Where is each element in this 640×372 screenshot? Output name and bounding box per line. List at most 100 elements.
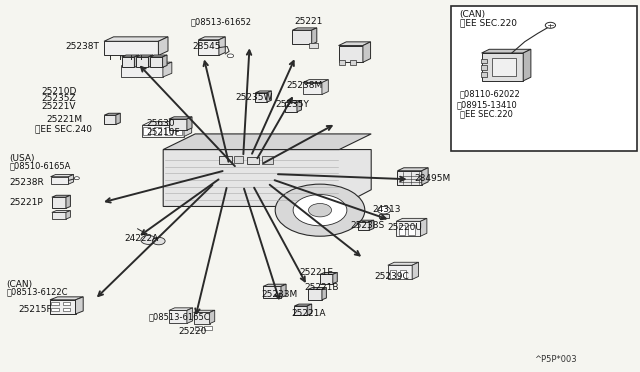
Text: 28495M: 28495M [415,174,451,183]
Polygon shape [285,101,301,103]
Bar [399,225,405,234]
Polygon shape [104,37,168,41]
Polygon shape [122,57,134,67]
Polygon shape [143,125,184,137]
Text: 25235Y: 25235Y [275,100,309,109]
Bar [408,225,415,234]
Polygon shape [150,57,163,67]
Circle shape [308,203,332,217]
Text: 25215F: 25215F [18,305,52,314]
Polygon shape [281,284,286,298]
Polygon shape [198,37,225,40]
Polygon shape [412,262,419,279]
Bar [204,326,212,330]
Polygon shape [104,41,159,55]
Circle shape [293,195,347,226]
Text: 25233M: 25233M [261,290,298,299]
Text: (USA): (USA) [10,154,35,163]
Text: ⓂEE SEC.220: ⓂEE SEC.220 [460,109,513,118]
Text: 25238M: 25238M [286,81,323,90]
Polygon shape [482,49,531,53]
Bar [143,127,150,135]
Bar [176,127,182,135]
Text: 25221M: 25221M [46,115,82,124]
Polygon shape [292,30,312,44]
Polygon shape [303,80,328,83]
Circle shape [152,237,165,245]
Polygon shape [285,103,297,112]
Text: 25210F: 25210F [146,128,180,137]
Polygon shape [52,212,66,219]
Polygon shape [134,55,139,67]
Polygon shape [136,55,153,57]
Polygon shape [148,55,153,67]
Polygon shape [388,262,419,265]
Polygon shape [159,37,168,55]
Text: ⓂEE SEC.220: ⓂEE SEC.220 [460,19,516,28]
Circle shape [378,206,390,214]
Polygon shape [294,304,312,306]
Polygon shape [104,113,120,115]
Polygon shape [297,101,301,112]
Text: 25238T: 25238T [65,42,99,51]
Text: 25220: 25220 [178,327,206,336]
Text: Ⓦ08915-13410: Ⓦ08915-13410 [457,100,518,109]
Polygon shape [51,177,68,184]
Bar [309,42,319,48]
Polygon shape [292,28,317,30]
Polygon shape [294,306,307,315]
Polygon shape [255,93,267,102]
Polygon shape [50,300,76,314]
Polygon shape [51,174,74,177]
Polygon shape [143,122,192,125]
Text: 24313: 24313 [372,205,401,214]
Polygon shape [52,195,70,197]
Polygon shape [52,211,70,212]
Bar [481,65,487,70]
Polygon shape [50,297,83,300]
Polygon shape [339,42,371,45]
Polygon shape [358,220,374,222]
Polygon shape [422,168,428,185]
Polygon shape [333,272,337,283]
Polygon shape [358,222,369,230]
Bar [339,60,345,65]
Circle shape [74,177,79,180]
Polygon shape [267,91,271,102]
Polygon shape [339,45,363,62]
Bar [380,214,389,218]
Polygon shape [122,62,172,66]
Polygon shape [76,297,83,314]
Polygon shape [255,91,271,93]
Polygon shape [210,310,215,324]
Polygon shape [163,62,172,77]
Polygon shape [396,221,420,236]
Text: 25239C: 25239C [374,272,409,280]
Text: 25238S: 25238S [351,221,385,230]
Polygon shape [193,310,215,312]
Polygon shape [66,211,70,219]
Polygon shape [322,288,326,300]
Polygon shape [122,66,163,77]
Text: 24222A: 24222A [125,234,159,243]
Polygon shape [303,83,322,94]
Polygon shape [116,113,120,124]
Bar [262,156,273,164]
Text: 25235W: 25235W [236,93,273,102]
Polygon shape [312,28,317,44]
Text: 25221A: 25221A [291,309,326,318]
Bar [492,58,516,76]
Bar [350,60,356,65]
Polygon shape [169,308,193,310]
Text: Ⓜ08513-61652: Ⓜ08513-61652 [191,17,252,26]
Text: 25630: 25630 [146,119,175,128]
Text: Ⓜ08513-6165C: Ⓜ08513-6165C [148,312,210,321]
Polygon shape [397,171,422,185]
Polygon shape [363,42,371,62]
Polygon shape [184,122,192,137]
Bar [63,302,70,305]
Text: 25221E: 25221E [300,268,333,277]
Bar [247,157,259,164]
Bar [51,308,59,311]
Text: 28545: 28545 [192,42,221,51]
